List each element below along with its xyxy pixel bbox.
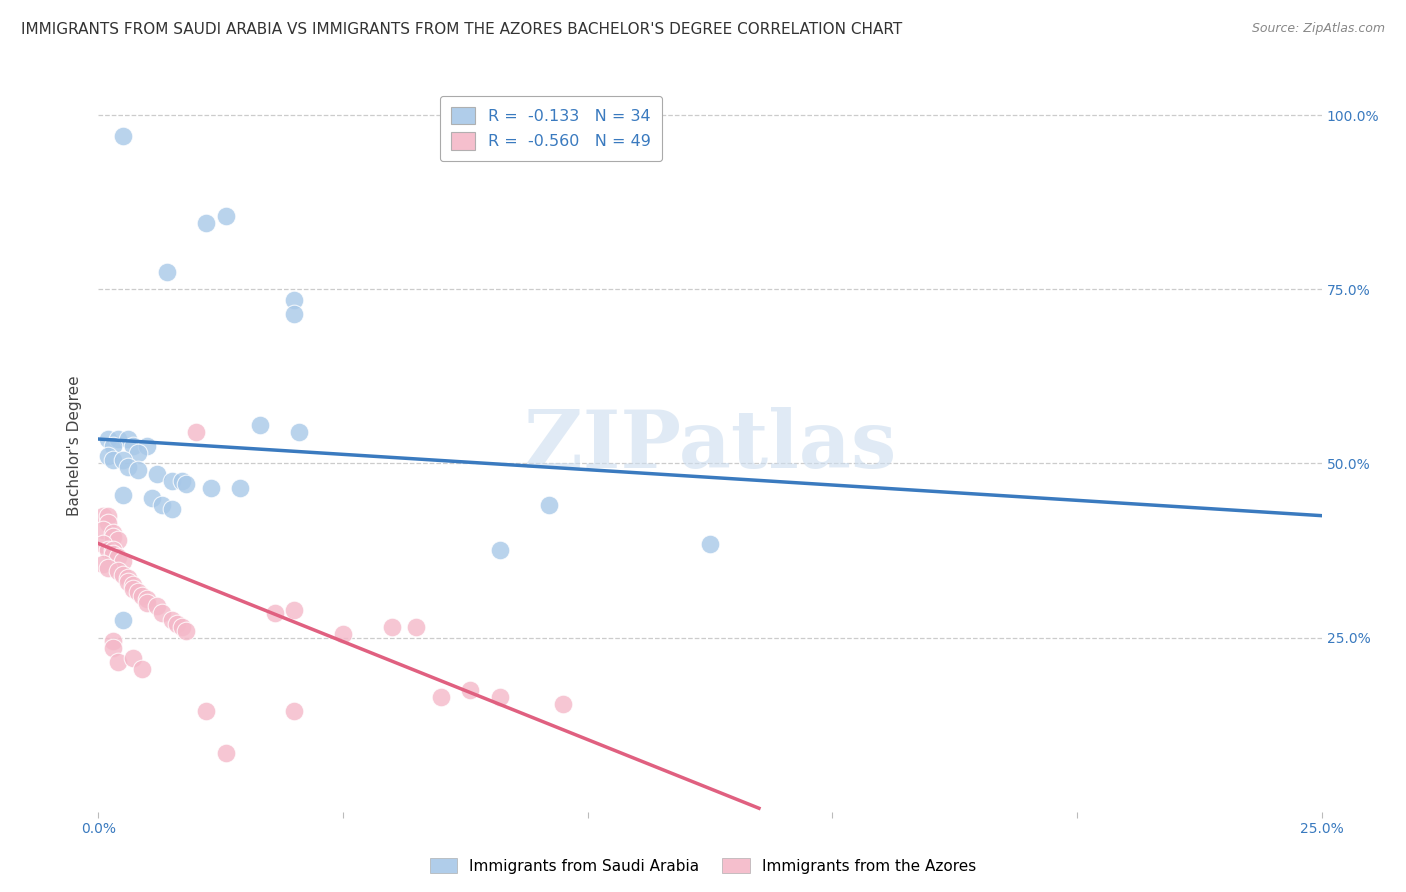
Point <box>166 616 188 631</box>
Point <box>121 582 143 596</box>
Point <box>127 463 149 477</box>
Point <box>150 606 173 620</box>
Point <box>283 704 305 718</box>
Point <box>117 574 139 589</box>
Point <box>117 432 139 446</box>
Point <box>405 620 427 634</box>
Point <box>488 543 510 558</box>
Point <box>107 550 129 565</box>
Point <box>160 474 183 488</box>
Point <box>141 491 163 506</box>
Point <box>111 567 134 582</box>
Point <box>91 558 114 572</box>
Point <box>283 603 305 617</box>
Point <box>101 547 124 561</box>
Point <box>111 554 134 568</box>
Point <box>186 425 208 439</box>
Point <box>288 425 311 439</box>
Point <box>146 599 169 614</box>
Point <box>121 578 143 592</box>
Point <box>111 453 134 467</box>
Point <box>537 498 560 512</box>
Point <box>97 561 120 575</box>
Point <box>214 746 236 760</box>
Point <box>249 418 271 433</box>
Point <box>127 446 149 460</box>
Point <box>121 439 143 453</box>
Point <box>160 613 183 627</box>
Point <box>121 651 143 665</box>
Point <box>195 216 218 230</box>
Point <box>146 467 169 481</box>
Point <box>136 592 159 607</box>
Point <box>117 459 139 474</box>
Point <box>176 624 198 638</box>
Point <box>101 526 124 541</box>
Legend: Immigrants from Saudi Arabia, Immigrants from the Azores: Immigrants from Saudi Arabia, Immigrants… <box>423 852 983 880</box>
Point <box>699 536 721 550</box>
Text: Source: ZipAtlas.com: Source: ZipAtlas.com <box>1251 22 1385 36</box>
Point <box>136 439 159 453</box>
Point <box>229 481 252 495</box>
Point <box>156 265 179 279</box>
Point <box>150 498 173 512</box>
Point <box>97 450 120 464</box>
Point <box>458 682 481 697</box>
Point <box>91 536 114 550</box>
Point <box>170 620 193 634</box>
Point <box>170 474 193 488</box>
Point <box>117 571 139 585</box>
Point <box>263 606 285 620</box>
Point <box>160 501 183 516</box>
Point <box>101 543 124 558</box>
Point <box>101 439 124 453</box>
Point <box>283 293 305 307</box>
Point <box>101 640 124 655</box>
Point <box>553 697 575 711</box>
Point <box>131 662 153 676</box>
Point <box>111 488 134 502</box>
Point <box>200 481 222 495</box>
Point <box>107 565 129 579</box>
Point <box>101 530 124 544</box>
Point <box>91 523 114 537</box>
Point <box>488 690 510 704</box>
Point <box>101 453 124 467</box>
Point <box>136 596 159 610</box>
Point <box>430 690 453 704</box>
Point <box>97 432 120 446</box>
Point <box>111 128 134 143</box>
Point <box>381 620 404 634</box>
Point <box>97 508 120 523</box>
Point <box>91 508 114 523</box>
Point <box>332 627 354 641</box>
Point <box>101 634 124 648</box>
Point <box>107 655 129 669</box>
Point <box>97 516 120 530</box>
Point <box>131 589 153 603</box>
Text: ZIPatlas: ZIPatlas <box>524 407 896 485</box>
Point <box>283 307 305 321</box>
Point <box>107 432 129 446</box>
Y-axis label: Bachelor's Degree: Bachelor's Degree <box>67 376 83 516</box>
Point <box>195 704 218 718</box>
Point <box>97 543 120 558</box>
Point <box>107 533 129 547</box>
Point <box>127 585 149 599</box>
Point <box>214 209 236 223</box>
Point <box>111 613 134 627</box>
Text: IMMIGRANTS FROM SAUDI ARABIA VS IMMIGRANTS FROM THE AZORES BACHELOR'S DEGREE COR: IMMIGRANTS FROM SAUDI ARABIA VS IMMIGRAN… <box>21 22 903 37</box>
Point <box>176 477 198 491</box>
Legend: R =  -0.133   N = 34, R =  -0.560   N = 49: R = -0.133 N = 34, R = -0.560 N = 49 <box>440 95 662 161</box>
